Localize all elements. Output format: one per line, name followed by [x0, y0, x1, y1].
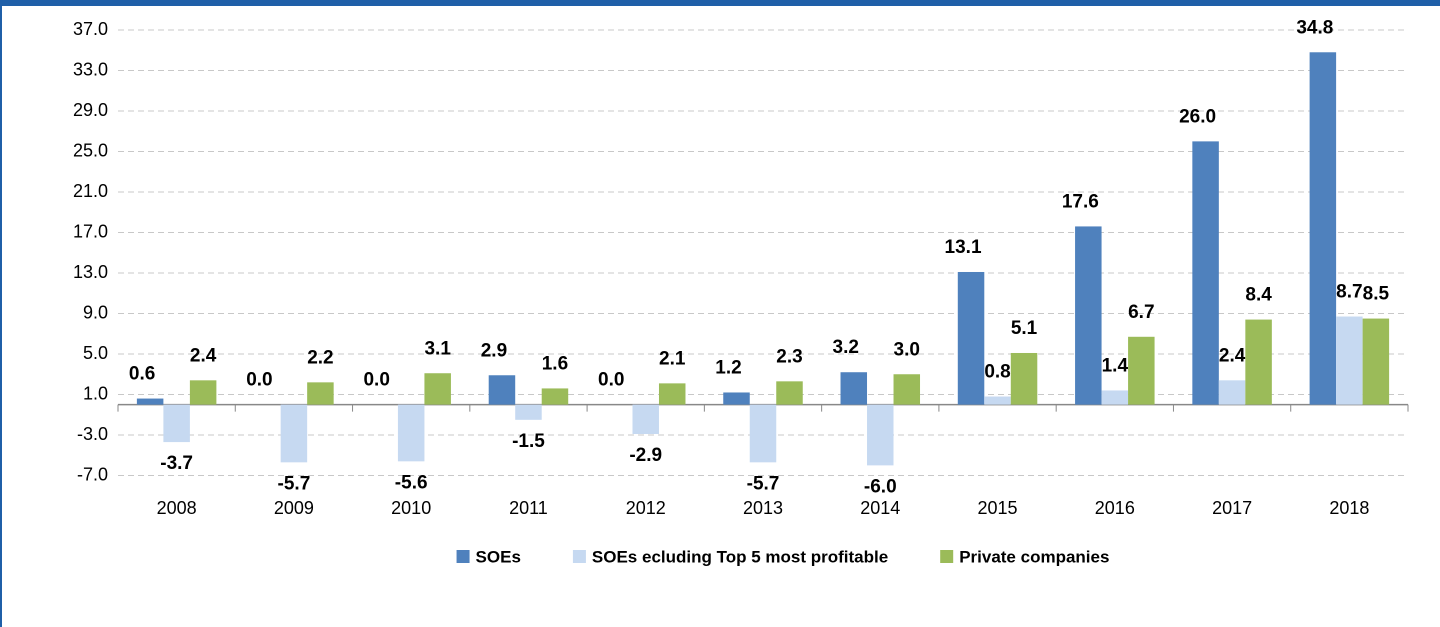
bar: [867, 404, 894, 466]
value-label: 6.7: [1128, 302, 1154, 323]
legend-label: SOEs ecluding Top 5 most profitable: [592, 547, 888, 566]
bar: [1010, 352, 1038, 405]
value-label: 2.3: [776, 346, 802, 367]
legend-swatch: [572, 550, 586, 563]
bar: [541, 388, 569, 405]
bar: [280, 404, 308, 463]
y-tick-label: 5.0: [83, 343, 108, 363]
value-label: 1.6: [542, 353, 568, 374]
value-label: 3.0: [894, 339, 920, 360]
y-tick-label: -7.0: [77, 464, 108, 484]
value-label: -1.5: [512, 431, 545, 452]
bar: [1362, 318, 1390, 405]
bar: [163, 404, 190, 443]
value-label: 1.4: [1102, 355, 1129, 376]
bar: [136, 398, 164, 405]
bar: [189, 380, 217, 405]
bar: [1101, 390, 1129, 405]
x-tick-label: 2015: [978, 498, 1018, 518]
bar: [1245, 319, 1272, 405]
value-label: 0.0: [246, 370, 272, 391]
bar: [488, 375, 516, 405]
bar: [658, 383, 686, 405]
value-label: 2.1: [659, 348, 686, 369]
bar: [893, 374, 921, 405]
value-label: 0.0: [598, 370, 624, 391]
value-label: 1.2: [715, 357, 741, 378]
value-label: 5.1: [1011, 318, 1038, 339]
y-tick-label: 9.0: [83, 302, 108, 322]
bar: [840, 372, 868, 405]
value-label: -2.9: [629, 445, 662, 466]
value-label: 34.8: [1296, 17, 1333, 38]
value-label: -5.6: [395, 472, 428, 493]
value-label: 26.0: [1179, 106, 1216, 127]
value-label: -6.0: [864, 476, 897, 497]
bar: [1075, 226, 1102, 405]
value-label: 8.7: [1336, 282, 1362, 303]
x-tick-label: 2010: [391, 498, 431, 518]
value-label: 8.4: [1245, 285, 1272, 306]
value-label: 0.0: [363, 370, 389, 391]
left-border: [0, 0, 2, 627]
y-tick-label: -3.0: [77, 424, 108, 444]
y-tick-label: 25.0: [73, 140, 108, 160]
value-label: 0.8: [984, 362, 1010, 383]
value-label: 8.5: [1363, 284, 1390, 305]
bar: [957, 271, 985, 405]
value-label: -5.7: [278, 473, 311, 494]
x-tick-label: 2016: [1095, 498, 1135, 518]
bar: [749, 404, 777, 463]
value-label: -5.7: [747, 473, 780, 494]
value-label: 2.4: [1219, 345, 1246, 366]
bar: [1309, 52, 1337, 405]
bar: [632, 404, 659, 434]
x-tick-label: 2018: [1329, 498, 1369, 518]
value-label: -3.7: [160, 453, 193, 474]
y-tick-label: 29.0: [73, 100, 108, 120]
value-label: 3.2: [833, 337, 859, 358]
y-tick-label: 17.0: [73, 221, 108, 241]
bar: [1336, 316, 1363, 405]
bar: [307, 382, 334, 405]
bar: [776, 381, 803, 405]
x-tick-label: 2011: [509, 498, 548, 518]
legend-label: SOEs: [476, 547, 521, 566]
bar: [1218, 380, 1246, 405]
value-label: 0.6: [129, 364, 155, 385]
y-tick-label: 21.0: [73, 181, 108, 201]
value-label: 3.1: [424, 338, 451, 359]
bar: [1128, 336, 1155, 405]
bar: [984, 396, 1011, 405]
value-label: 2.9: [481, 340, 507, 361]
x-tick-label: 2017: [1212, 498, 1252, 518]
value-label: 2.2: [307, 347, 333, 368]
x-tick-label: 2014: [860, 498, 900, 518]
bar: [723, 392, 750, 405]
top-border: [0, 0, 1440, 6]
bar: [1192, 141, 1219, 405]
legend-swatch: [940, 550, 954, 563]
bar: [515, 404, 542, 420]
y-tick-label: 1.0: [83, 383, 108, 403]
x-tick-label: 2008: [157, 498, 197, 518]
x-tick-label: 2009: [274, 498, 314, 518]
legend-swatch: [456, 550, 470, 563]
legend-label: Private companies: [959, 547, 1109, 566]
x-tick-label: 2013: [743, 498, 783, 518]
value-label: 17.6: [1062, 191, 1099, 212]
y-tick-label: 37.0: [73, 19, 108, 39]
bar: [424, 373, 451, 405]
value-label: 13.1: [945, 237, 982, 258]
y-tick-label: 13.0: [73, 262, 108, 282]
x-tick-label: 2012: [626, 498, 666, 518]
bar: [397, 404, 425, 462]
value-label: 2.4: [190, 345, 217, 366]
y-tick-label: 33.0: [73, 59, 108, 79]
